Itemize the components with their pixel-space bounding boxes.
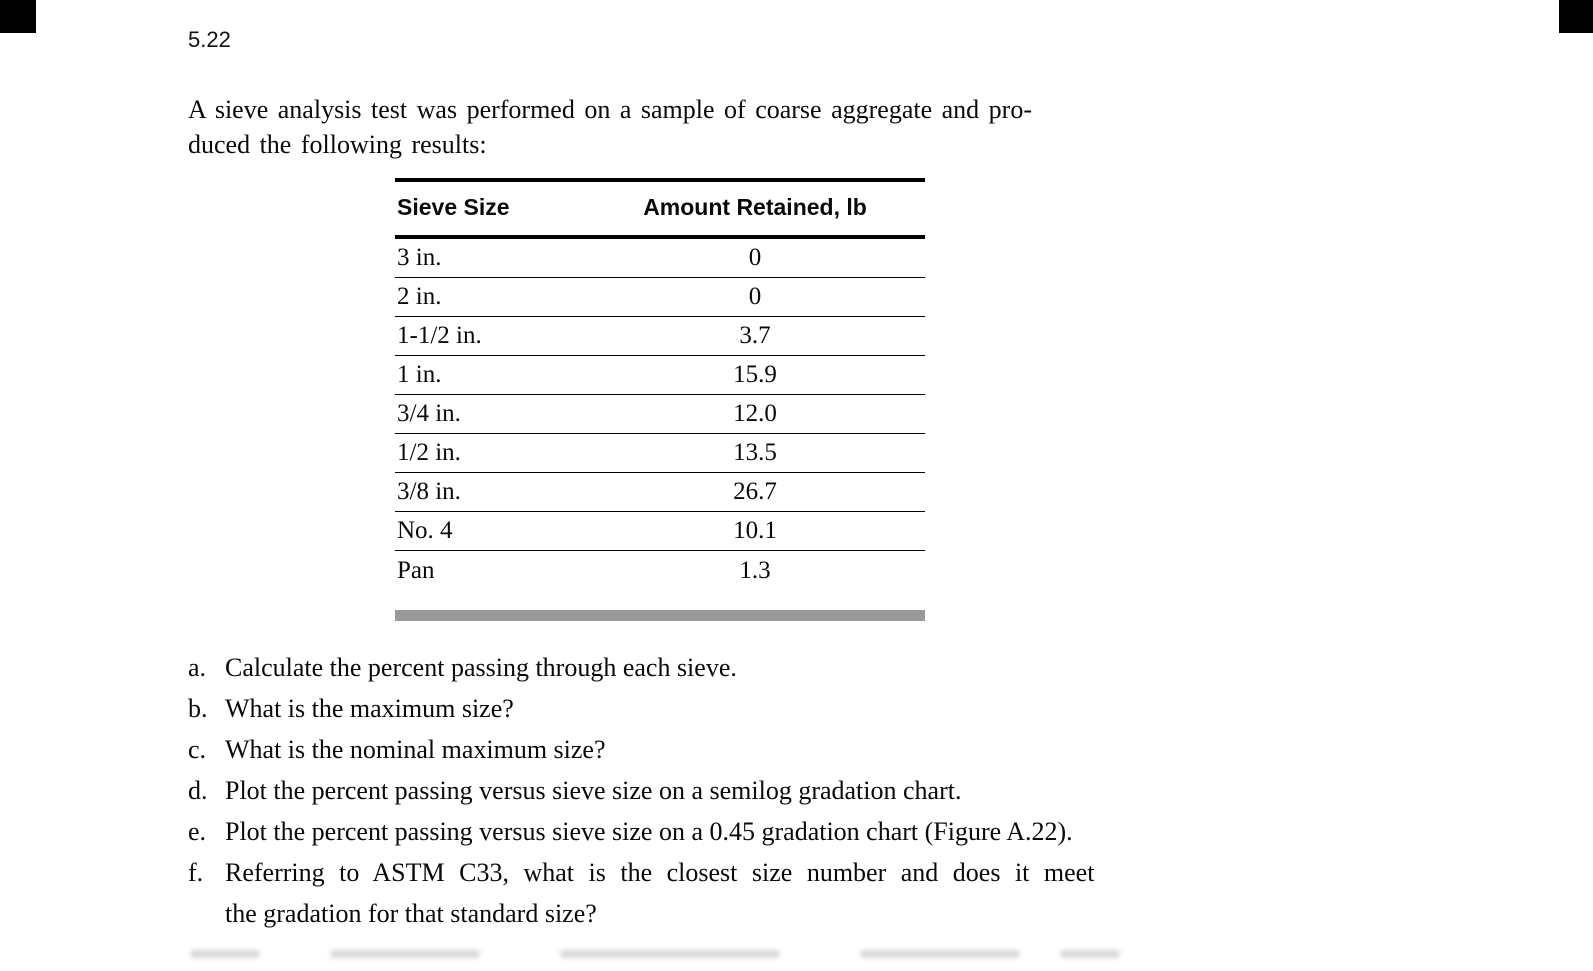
question-label: c. bbox=[188, 735, 207, 764]
question-c: c. What is the nominal maximum size? bbox=[188, 729, 1236, 770]
sieve-size-cell: 1/2 in. bbox=[397, 439, 461, 466]
table-row: 3 in. 0 bbox=[395, 239, 925, 278]
question-text: What is the maximum size? bbox=[225, 694, 514, 723]
amount-retained-cell: 0 bbox=[748, 283, 762, 310]
amount-retained-cell: 10.1 bbox=[733, 517, 777, 544]
table-row: 3/8 in. 26.7 bbox=[395, 473, 925, 512]
cut-off-text-artifact bbox=[1060, 950, 1120, 958]
problem-intro: A sieve analysis test was performed on a… bbox=[188, 92, 1236, 162]
amount-retained-cell: 3.7 bbox=[739, 322, 771, 349]
sieve-size-cell: 3/8 in. bbox=[397, 478, 461, 505]
intro-line-2: duced the following results: bbox=[188, 130, 487, 159]
problem-number: 5.22 bbox=[188, 27, 231, 52]
question-label: b. bbox=[188, 694, 208, 723]
sieve-size-cell: 2 in. bbox=[397, 283, 442, 310]
question-label: d. bbox=[188, 776, 208, 805]
question-text: Calculate the percent passing through ea… bbox=[225, 653, 737, 682]
sieve-size-cell: 3/4 in. bbox=[397, 400, 461, 427]
question-f: f. Referring to ASTM C33, what is the cl… bbox=[188, 852, 1236, 893]
page: 5.22 A sieve analysis test was performed… bbox=[188, 28, 1236, 934]
question-text: Referring to ASTM C33, what is the close… bbox=[225, 858, 1095, 887]
question-label: f. bbox=[188, 858, 204, 887]
amount-retained-cell: 13.5 bbox=[733, 439, 777, 466]
question-text: Plot the percent passing versus sieve si… bbox=[225, 776, 962, 805]
table-row: 1 in. 15.9 bbox=[395, 356, 925, 395]
question-label: e. bbox=[188, 817, 207, 846]
table-row: 1-1/2 in. 3.7 bbox=[395, 317, 925, 356]
cut-off-text-artifact bbox=[860, 950, 1020, 958]
amount-retained-cell: 12.0 bbox=[733, 400, 777, 427]
column-header-sieve-size: Sieve Size bbox=[397, 194, 510, 220]
amount-retained-cell: 26.7 bbox=[733, 478, 777, 505]
scan-corner-artifact-right bbox=[1559, 0, 1593, 33]
sieve-size-cell: 3 in. bbox=[397, 244, 442, 271]
cut-off-text-artifact bbox=[190, 950, 260, 958]
sieve-size-cell: Pan bbox=[397, 556, 435, 584]
question-text: Plot the percent passing versus sieve si… bbox=[225, 817, 1073, 846]
question-label: a. bbox=[188, 653, 207, 682]
table-header-row: Sieve Size Amount Retained, lb bbox=[395, 182, 925, 239]
column-header-amount-retained: Amount Retained, lb bbox=[643, 194, 867, 220]
amount-retained-cell: 0 bbox=[748, 244, 762, 271]
question-e: e. Plot the percent passing versus sieve… bbox=[188, 811, 1236, 852]
question-list: a. Calculate the percent passing through… bbox=[188, 647, 1236, 934]
cut-off-text-artifact bbox=[330, 950, 480, 958]
sieve-size-cell: 1-1/2 in. bbox=[397, 322, 482, 349]
amount-retained-cell: 1.3 bbox=[739, 556, 771, 584]
scan-corner-artifact-left bbox=[0, 0, 36, 33]
cut-off-text-artifact bbox=[560, 950, 780, 958]
question-b: b. What is the maximum size? bbox=[188, 688, 1236, 729]
table-row: 3/4 in. 12.0 bbox=[395, 395, 925, 434]
table-bottom-bar bbox=[395, 610, 925, 621]
sieve-size-cell: 1 in. bbox=[397, 361, 442, 388]
question-text: What is the nominal maximum size? bbox=[225, 735, 606, 764]
intro-line-1: A sieve analysis test was performed on a… bbox=[188, 95, 1032, 124]
table-row: No. 4 10.1 bbox=[395, 512, 925, 551]
question-a: a. Calculate the percent passing through… bbox=[188, 647, 1236, 688]
question-f-continuation: the gradation for that standard size? bbox=[225, 899, 597, 928]
sieve-size-cell: No. 4 bbox=[397, 517, 453, 544]
table-row: 2 in. 0 bbox=[395, 278, 925, 317]
table-row: Pan 1.3 bbox=[395, 551, 925, 590]
sieve-analysis-table: Sieve Size Amount Retained, lb 3 in. 0 2… bbox=[395, 178, 925, 621]
question-d: d. Plot the percent passing versus sieve… bbox=[188, 770, 1236, 811]
table-row: 1/2 in. 13.5 bbox=[395, 434, 925, 473]
amount-retained-cell: 15.9 bbox=[733, 361, 777, 388]
